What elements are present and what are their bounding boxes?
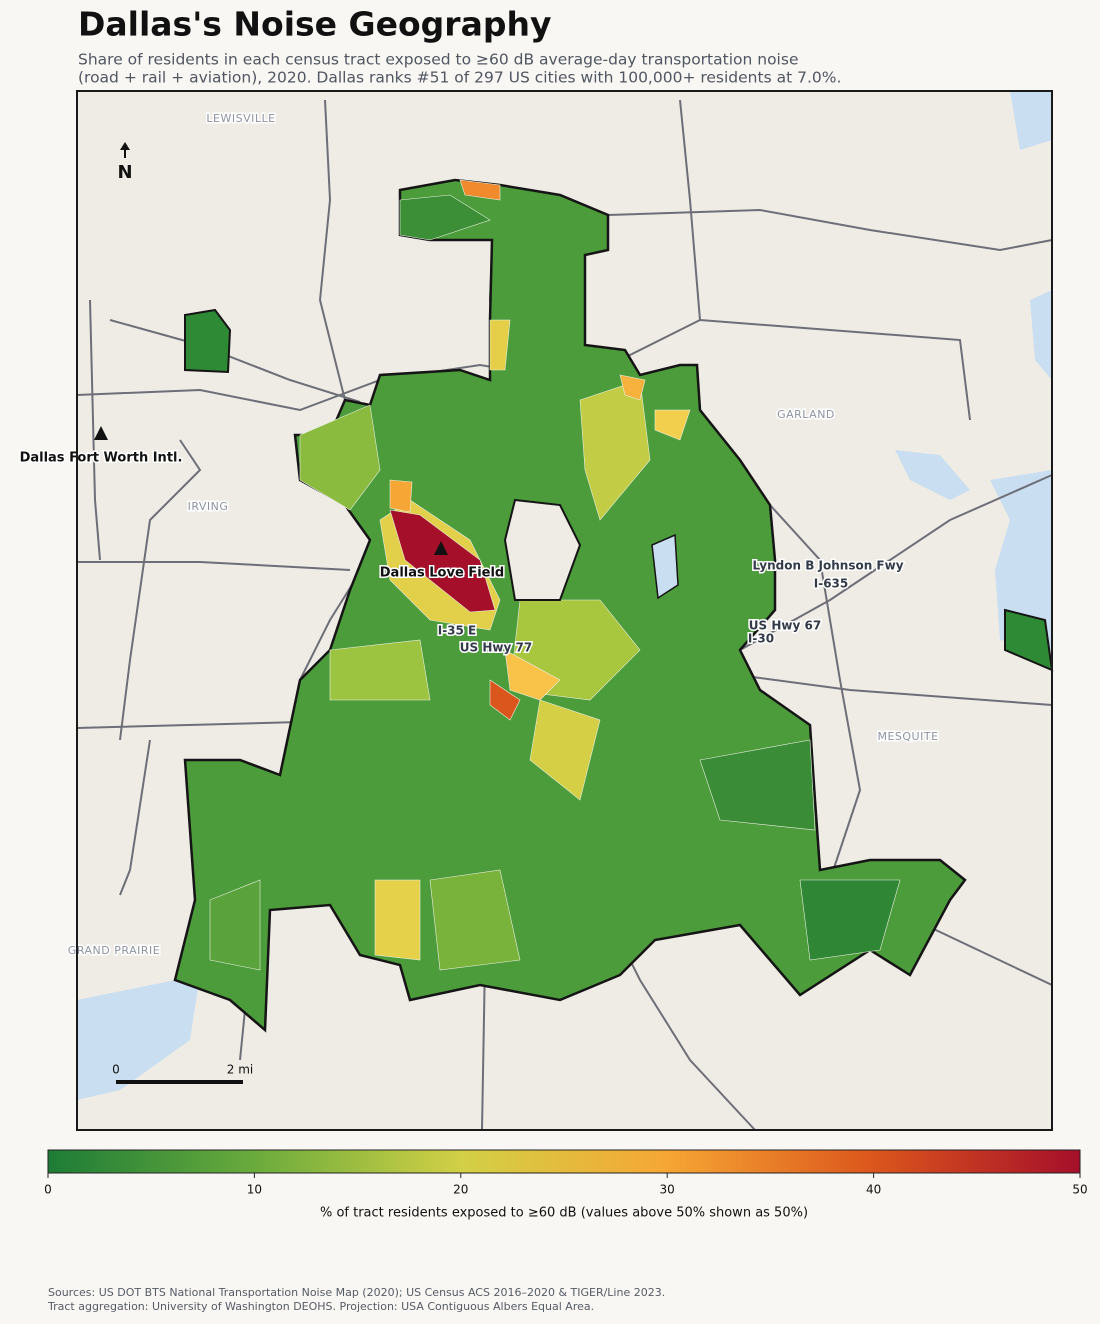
colorbar-tick-label: 50 <box>1072 1183 1087 1197</box>
place-label: GARLAND <box>777 408 835 421</box>
place-label: LEWISVILLE <box>206 112 275 125</box>
source-note: Sources: US DOT BTS National Transportat… <box>48 1286 665 1299</box>
subtitle: (road + rail + aviation), 2020. Dallas r… <box>78 69 841 87</box>
place-label: MESQUITE <box>877 730 938 743</box>
scale-bar: 0 2 mi <box>112 1063 253 1084</box>
map: LEWISVILLE GARLAND IRVING MESQUITE GRAND… <box>18 90 1054 1131</box>
city-tracts <box>173 178 1054 1033</box>
north-label: N <box>117 162 132 183</box>
road-label: Lyndon B Johnson Fwy <box>752 559 903 573</box>
colorbar <box>47 1149 1081 1174</box>
colorbar-tick-label: 20 <box>453 1183 468 1197</box>
airport-label: Dallas Fort Worth Intl. <box>20 451 183 466</box>
map-frame <box>76 90 1053 1131</box>
scale-label: 0 <box>112 1063 120 1077</box>
airport-markers <box>94 426 448 555</box>
source-note: Tract aggregation: University of Washing… <box>47 1300 594 1313</box>
colorbar-label: % of tract residents exposed to ≥60 dB (… <box>320 1206 808 1221</box>
road-label: I-35 E <box>438 624 477 638</box>
colorbar-tick-label: 0 <box>44 1183 52 1197</box>
colorbar-tick-label: 40 <box>866 1183 881 1197</box>
title: Dallas's Noise Geography <box>78 5 551 44</box>
north-arrow: N <box>117 142 133 183</box>
road-label: I-635 <box>814 577 849 591</box>
airport-label: Dallas Love Field <box>380 566 504 581</box>
road-label: US Hwy 67 <box>749 619 821 633</box>
place-label: GRAND PRAIRIE <box>68 944 160 957</box>
colorbar-tick-label: 30 <box>660 1183 675 1197</box>
road-label: I-30 <box>748 632 774 646</box>
colorbar-tick-label: 10 <box>247 1183 262 1197</box>
place-label: IRVING <box>188 500 229 513</box>
road-label: US Hwy 77 <box>460 641 532 655</box>
subtitle: Share of residents in each census tract … <box>78 51 798 69</box>
scale-label: 2 mi <box>227 1063 253 1077</box>
